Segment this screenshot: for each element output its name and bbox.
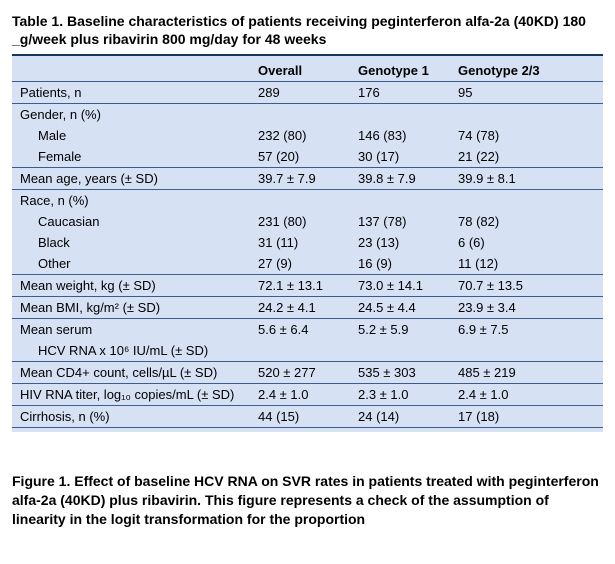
cell-value: 39.7 ± 7.9 <box>258 171 358 186</box>
cell-value: 16 (9) <box>358 256 458 271</box>
cell-label: Caucasian <box>38 214 258 229</box>
cell-value: 6.9 ± 7.5 <box>458 322 558 337</box>
cell-value: 5.6 ± 6.4 <box>258 322 358 337</box>
cell-value: 23.9 ± 3.4 <box>458 300 558 315</box>
cell-value: 24 (14) <box>358 409 458 424</box>
cell-label: Male <box>38 128 258 143</box>
cell-label: Cirrhosis, n (%) <box>20 409 258 424</box>
row-female: Female 57 (20) 30 (17) 21 (22) <box>12 146 603 167</box>
cell-value: 73.0 ± 14.1 <box>358 278 458 293</box>
cell-value: 31 (11) <box>258 235 358 250</box>
row-hivrna: HIV RNA titer, log₁₀ copies/mL (± SD) 2.… <box>12 383 603 405</box>
cell-label: Female <box>38 149 258 164</box>
cell-value: 57 (20) <box>258 149 358 164</box>
cell-label: Mean age, years (± SD) <box>20 171 258 186</box>
row-bmi: Mean BMI, kg/m² (± SD) 24.2 ± 4.1 24.5 ±… <box>12 296 603 318</box>
cell-value: 2.4 ± 1.0 <box>258 387 358 402</box>
header-genotype23: Genotype 2/3 <box>458 63 558 78</box>
row-other: Other 27 (9) 16 (9) 11 (12) <box>12 253 603 274</box>
row-patients: Patients, n 289 176 95 <box>12 81 603 103</box>
cell-value: 11 (12) <box>458 256 558 271</box>
cell-label: HIV RNA titer, log₁₀ copies/mL (± SD) <box>20 387 258 402</box>
cell-value: 21 (22) <box>458 149 558 164</box>
row-race: Race, n (%) <box>12 189 603 211</box>
cell-value: 24.2 ± 4.1 <box>258 300 358 315</box>
figure-caption: Figure 1. Effect of baseline HCV RNA on … <box>12 472 603 529</box>
table-title: Table 1. Baseline characteristics of pat… <box>12 12 603 48</box>
cell-value: 485 ± 219 <box>458 365 558 380</box>
row-serum-sub: HCV RNA x 10⁶ IU/mL (± SD) <box>12 340 603 361</box>
cell-label: HCV RNA x 10⁶ IU/mL (± SD) <box>38 343 258 358</box>
cell-value: 17 (18) <box>458 409 558 424</box>
baseline-table: Overall Genotype 1 Genotype 2/3 Patients… <box>12 54 603 432</box>
row-black: Black 31 (11) 23 (13) 6 (6) <box>12 232 603 253</box>
cell-label: Race, n (%) <box>20 193 258 208</box>
cell-value: 2.3 ± 1.0 <box>358 387 458 402</box>
cell-value: 231 (80) <box>258 214 358 229</box>
cell-value: 176 <box>358 85 458 100</box>
cell-value: 74 (78) <box>458 128 558 143</box>
row-cirrhosis: Cirrhosis, n (%) 44 (15) 24 (14) 17 (18) <box>12 405 603 428</box>
cell-value: 44 (15) <box>258 409 358 424</box>
cell-value: 520 ± 277 <box>258 365 358 380</box>
cell-label: Gender, n (%) <box>20 107 258 122</box>
cell-value: 27 (9) <box>258 256 358 271</box>
cell-value: 39.8 ± 7.9 <box>358 171 458 186</box>
cell-value: 72.1 ± 13.1 <box>258 278 358 293</box>
cell-value: 6 (6) <box>458 235 558 250</box>
header-overall: Overall <box>258 63 358 78</box>
cell-value: 24.5 ± 4.4 <box>358 300 458 315</box>
row-cd4: Mean CD4+ count, cells/µL (± SD) 520 ± 2… <box>12 361 603 383</box>
row-gender: Gender, n (%) <box>12 103 603 125</box>
cell-value: 232 (80) <box>258 128 358 143</box>
cell-value: 535 ± 303 <box>358 365 458 380</box>
cell-label: Patients, n <box>20 85 258 100</box>
row-weight: Mean weight, kg (± SD) 72.1 ± 13.1 73.0 … <box>12 274 603 296</box>
cell-label: Mean weight, kg (± SD) <box>20 278 258 293</box>
cell-label: Mean BMI, kg/m² (± SD) <box>20 300 258 315</box>
cell-value: 78 (82) <box>458 214 558 229</box>
cell-value: 39.9 ± 8.1 <box>458 171 558 186</box>
cell-value: 289 <box>258 85 358 100</box>
cell-label: Other <box>38 256 258 271</box>
cell-value: 146 (83) <box>358 128 458 143</box>
cell-label: Mean serum <box>20 322 258 337</box>
row-serum: Mean serum 5.6 ± 6.4 5.2 ± 5.9 6.9 ± 7.5 <box>12 318 603 340</box>
cell-value: 5.2 ± 5.9 <box>358 322 458 337</box>
cell-value: 23 (13) <box>358 235 458 250</box>
cell-value: 30 (17) <box>358 149 458 164</box>
cell-value: 137 (78) <box>358 214 458 229</box>
table-header-row: Overall Genotype 1 Genotype 2/3 <box>12 60 603 81</box>
row-caucasian: Caucasian 231 (80) 137 (78) 78 (82) <box>12 211 603 232</box>
cell-label: Black <box>38 235 258 250</box>
cell-value: 70.7 ± 13.5 <box>458 278 558 293</box>
header-genotype1: Genotype 1 <box>358 63 458 78</box>
row-male: Male 232 (80) 146 (83) 74 (78) <box>12 125 603 146</box>
cell-value: 95 <box>458 85 558 100</box>
cell-value: 2.4 ± 1.0 <box>458 387 558 402</box>
row-age: Mean age, years (± SD) 39.7 ± 7.9 39.8 ±… <box>12 167 603 189</box>
cell-label: Mean CD4+ count, cells/µL (± SD) <box>20 365 258 380</box>
